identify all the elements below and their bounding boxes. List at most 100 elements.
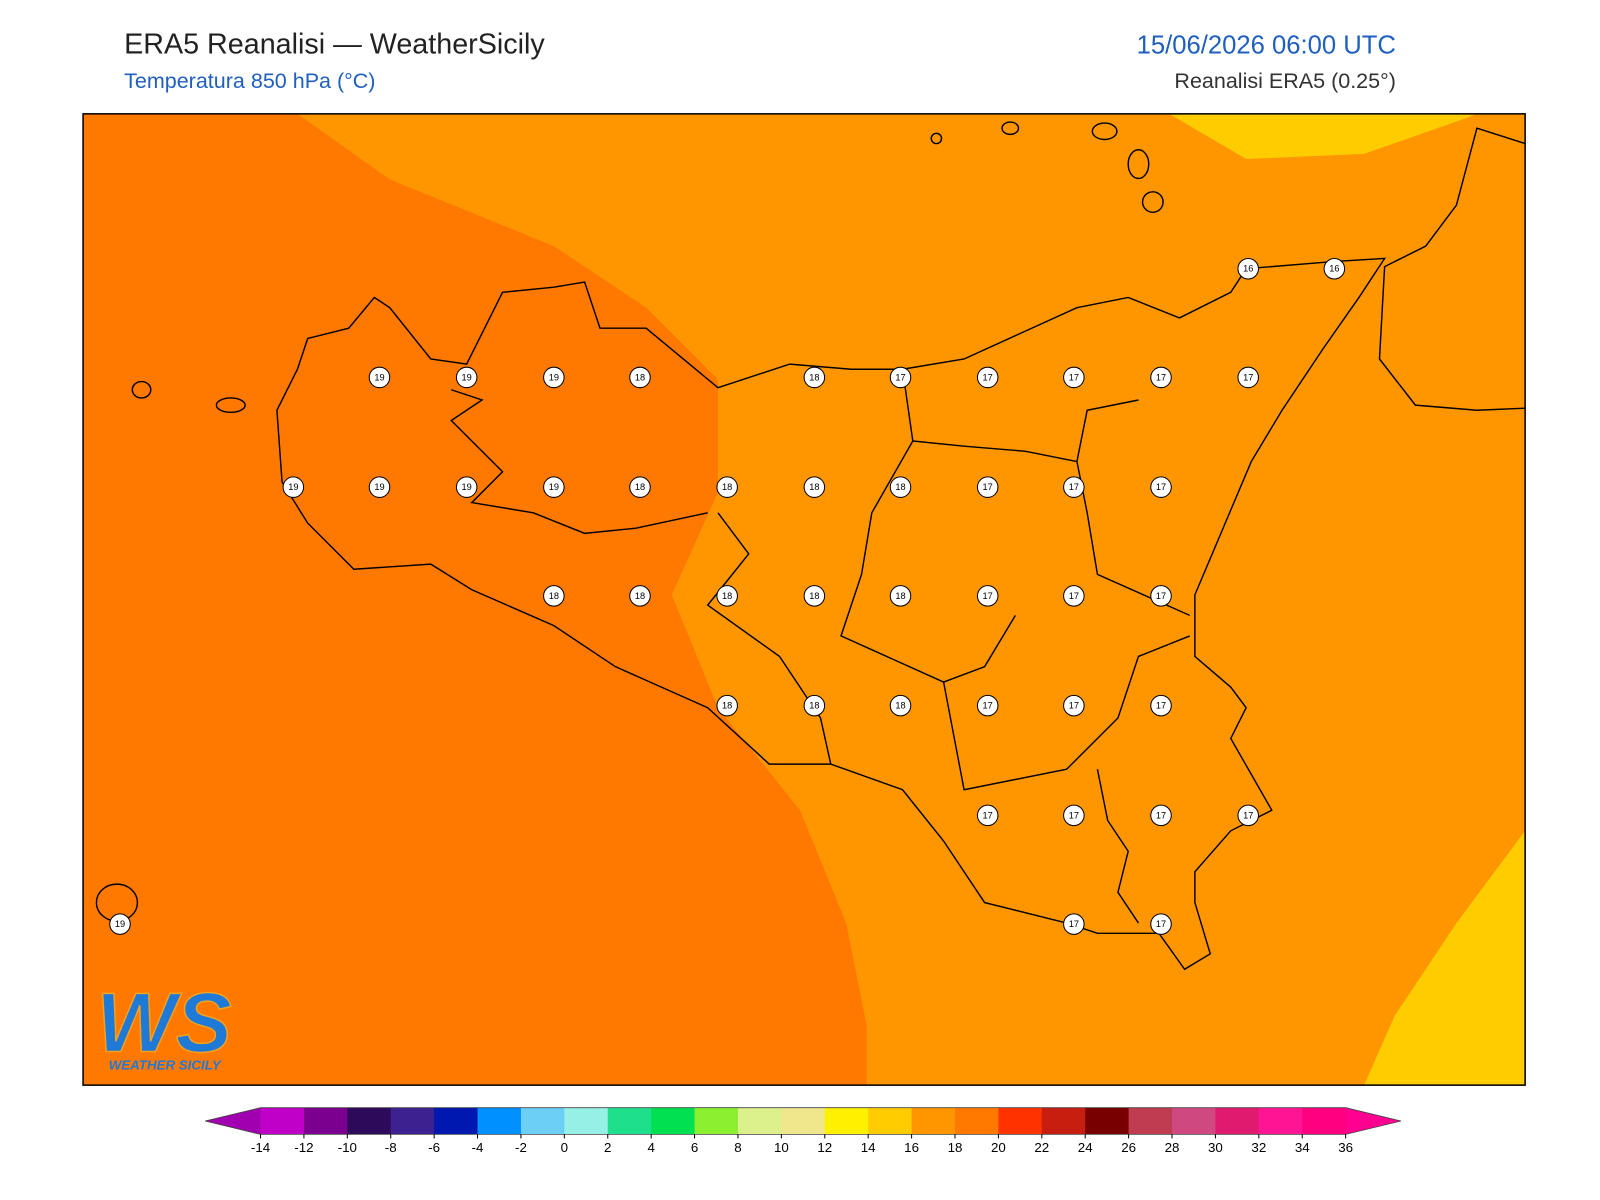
station-marker [455,476,478,498]
station-value: 17 [1156,919,1166,929]
temp-band [1364,830,1526,1086]
colorbar-segment [1258,1107,1303,1135]
station-value: 17 [895,372,905,382]
colorbar-segment [651,1107,696,1135]
station: 17 [1063,913,1085,935]
colorbar-segment [1172,1107,1216,1135]
station: 16 [1237,257,1259,280]
colorbar-segment [1302,1107,1347,1135]
station: 19 [109,913,131,935]
colorbar-segment [1041,1107,1086,1135]
colorbar-segment [824,1107,869,1135]
colorbar-tick-label: 2 [604,1140,611,1155]
station-value: 19 [549,372,559,382]
station-value: 18 [809,372,819,382]
station-marker [803,585,826,607]
station: 18 [889,585,912,607]
station-value: 19 [462,482,472,492]
colorbar-segment [694,1107,739,1135]
station: 18 [889,694,912,717]
station: 18 [716,585,738,607]
colorbar-over [1345,1107,1402,1135]
station-value: 18 [895,482,905,492]
colorbar-tick-label: 30 [1208,1140,1223,1155]
station: 17 [976,585,999,607]
temp-band [1169,113,1477,159]
station-value: 17 [983,482,993,492]
colorbar-segment [347,1107,392,1135]
station-marker [889,694,912,717]
station: 18 [716,694,738,717]
colorbar-tick-label: 16 [904,1140,919,1155]
station-marker [1237,804,1259,827]
title: ERA5 Reanalisi — WeatherSicily [124,28,545,60]
colorbar-segment [564,1107,609,1135]
station-value: 18 [722,482,732,492]
logo-mark: WS [96,975,231,1069]
station: 17 [976,694,999,717]
station-marker [716,694,738,717]
station-value: 17 [1069,919,1079,929]
station-value: 18 [549,591,559,601]
station-value: 17 [1069,810,1079,820]
station: 17 [1063,804,1085,827]
station: 19 [368,366,391,389]
datetime: 15/06/2026 06:00 UTC [1137,31,1396,59]
station: 18 [629,476,651,498]
station-value: 18 [722,701,732,711]
station: 18 [803,476,826,498]
station-marker [1150,366,1172,389]
colorbar-tick-label: -14 [251,1140,271,1155]
station-marker [1237,366,1259,389]
map-frame [82,113,1526,1086]
station-value: 17 [1156,482,1166,492]
station-marker [1063,366,1085,389]
station-marker [1063,476,1085,498]
station-value: 19 [374,372,384,382]
station-value: 17 [983,591,993,601]
station-marker [889,585,912,607]
colorbar-tick-label: -2 [515,1140,527,1155]
station: 18 [803,694,826,717]
station: 17 [1150,694,1172,717]
station-value: 18 [635,372,645,382]
colorbar-segment [1215,1107,1260,1135]
station: 17 [976,804,999,827]
colorbar-tick-label: 6 [691,1140,698,1155]
station: 17 [1237,366,1259,389]
colorbar-segment [737,1107,782,1135]
colorbar-segment [911,1107,956,1135]
station-marker [1063,694,1085,717]
station-value: 17 [1156,591,1166,601]
station: 19 [543,476,565,498]
colorbar-segment [1085,1107,1130,1135]
station-value: 17 [1069,701,1079,711]
station-marker [629,366,651,389]
colorbar-segment [998,1107,1043,1135]
colorbar-segment [868,1107,913,1135]
logo: WS WEATHER SICILY [96,975,233,1073]
station: 19 [368,476,391,498]
station-value: 18 [635,591,645,601]
colorbar-tick-label: 8 [734,1140,741,1155]
station-value: 17 [1069,372,1079,382]
colorbar-tick-label: 32 [1251,1140,1266,1155]
map: 16 16 19 19 19 18 18 17 17 17 17 17 19 19 19 19 18 18 18 18… [83,113,1526,1086]
colorbar: -14 -12 -10 -8 -6 -4 -2 0 2 4 6 8 10 12 14 16 18 20 22 24 26… [205,1107,1402,1155]
station: 18 [716,476,738,498]
station: 17 [1150,476,1172,498]
station-marker [803,366,826,389]
colorbar-segment [607,1107,652,1135]
logo-text: WEATHER SICILY [109,1058,222,1073]
colorbar-segment [477,1107,522,1135]
station: 19 [543,366,565,389]
station: 19 [455,476,478,498]
station: 17 [1063,476,1085,498]
station-marker [1323,257,1346,280]
station-marker [543,366,565,389]
station: 18 [803,585,826,607]
station-marker [282,476,305,498]
station-marker [889,366,912,389]
station: 17 [976,366,999,389]
station-value: 17 [983,810,993,820]
